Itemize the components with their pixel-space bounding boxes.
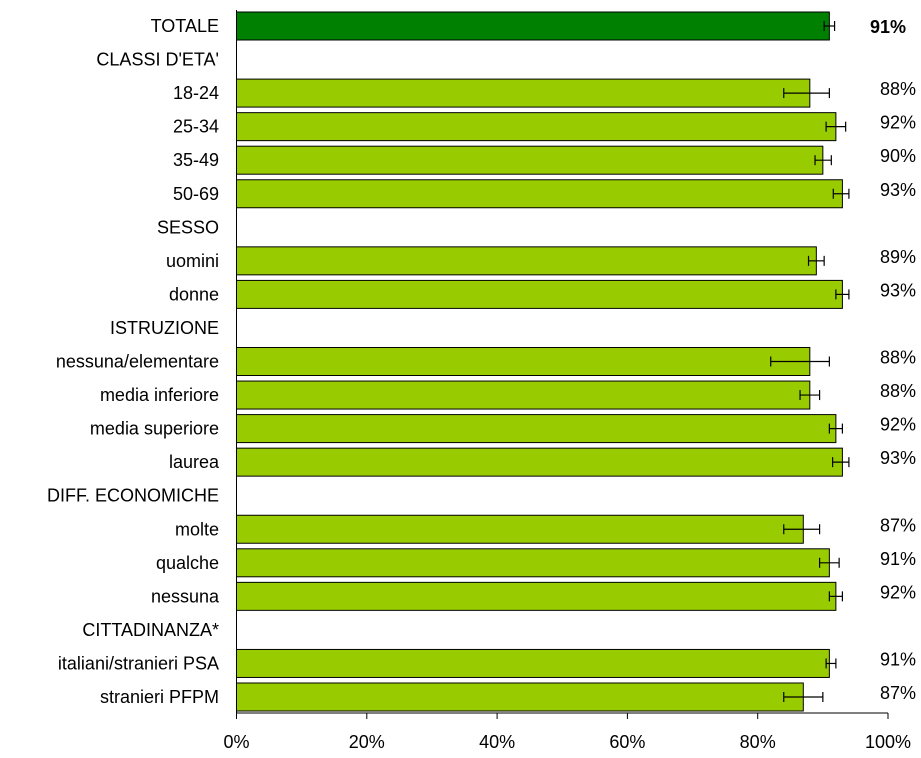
x-tick-label: 20%: [349, 732, 385, 752]
bar-35-49: [236, 145, 824, 175]
error-bar-italiani-stranieri-psa: [825, 658, 837, 669]
bar-qualche: [236, 548, 830, 578]
category-label-25-34: 25-34: [173, 117, 219, 137]
category-label-italiani-stranieri-psa: italiani/stranieri PSA: [58, 653, 219, 673]
bar-italiani-stranieri-psa: [236, 648, 830, 678]
bar-nessuna: [236, 581, 837, 611]
bar-molte: [236, 514, 804, 544]
bar-uomini: [236, 246, 817, 276]
value-label-donne: 93%: [880, 280, 916, 300]
category-label-nessuna: nessuna: [151, 586, 220, 606]
chart-rows: TOTALE 91% CLASSI D'ETA' 18-24 88% 25-34 92% 35…: [47, 11, 916, 712]
category-label-uomini: uomini: [166, 251, 219, 271]
value-label-totale: 91%: [870, 17, 906, 37]
x-axis: 0% 20% 40% 60% 80% 100%: [223, 10, 911, 752]
error-bar-laurea: [832, 457, 850, 468]
group-header-diff-economiche: DIFF. ECONOMICHE: [47, 486, 219, 506]
bar-18-24: [236, 78, 811, 108]
group-header-istruzione: ISTRUZIONE: [110, 318, 219, 338]
value-label-qualche: 91%: [880, 549, 916, 569]
value-label-50-69: 93%: [880, 180, 916, 200]
category-label-molte: molte: [175, 519, 219, 539]
group-header-sesso: SESSO: [157, 217, 219, 237]
bar-totale: [236, 11, 830, 41]
error-bar-media-superiore: [828, 423, 843, 434]
error-bar-donne: [835, 289, 850, 300]
bar-nessuna-elementare: [236, 347, 811, 376]
category-label-stranieri-pfpm: stranieri PFPM: [100, 687, 219, 707]
category-label-media-superiore: media superiore: [90, 419, 219, 439]
bar-stranieri-pfpm: [236, 682, 804, 712]
error-bar-totale: [823, 21, 836, 31]
value-label-25-34: 92%: [880, 113, 916, 133]
value-label-35-49: 90%: [880, 146, 916, 166]
category-label-qualche: qualche: [156, 553, 219, 573]
error-bar-qualche: [818, 557, 840, 568]
value-label-18-24: 88%: [880, 79, 916, 99]
value-label-molte: 87%: [880, 515, 916, 535]
error-bar-25-34: [825, 121, 847, 132]
category-label-18-24: 18-24: [173, 83, 219, 103]
category-label-donne: donne: [169, 284, 219, 304]
bar-laurea: [236, 447, 843, 477]
group-header-cittadinanza: CITTADINANZA*: [82, 620, 219, 640]
x-tick-label: 40%: [479, 732, 515, 752]
error-bar-nessuna-elementare: [770, 356, 830, 367]
bar-donne: [236, 279, 843, 309]
category-label-35-49: 35-49: [173, 150, 219, 170]
category-label-totale: TOTALE: [151, 16, 219, 36]
value-label-media-inferiore: 88%: [880, 381, 916, 401]
bar-50-69: [236, 179, 843, 209]
bar-media-superiore: [236, 414, 837, 444]
bar-25-34: [236, 112, 837, 142]
category-label-media-inferiore: media inferiore: [100, 385, 219, 405]
value-label-italiani-stranieri-psa: 91%: [880, 649, 916, 669]
error-bar-50-69: [832, 188, 850, 199]
value-label-stranieri-pfpm: 87%: [880, 683, 916, 703]
error-bar-uomini: [807, 255, 825, 266]
x-tick-label: 60%: [609, 732, 645, 752]
x-tick-label: 100%: [865, 732, 911, 752]
category-label-laurea: laurea: [169, 452, 220, 472]
error-bar-stranieri-pfpm: [783, 692, 824, 702]
value-label-nessuna-elementare: 88%: [880, 348, 916, 368]
error-bar-media-inferiore: [799, 390, 821, 401]
value-label-nessuna: 92%: [880, 582, 916, 602]
category-label-50-69: 50-69: [173, 184, 219, 204]
value-label-media-superiore: 92%: [880, 415, 916, 435]
error-bar-molte: [783, 524, 821, 535]
error-bar-18-24: [783, 88, 830, 99]
category-label-nessuna-elementare: nessuna/elementare: [56, 352, 219, 372]
error-bar-nessuna: [828, 591, 843, 602]
x-tick-label: 0%: [223, 732, 249, 752]
bar-media-inferiore: [236, 380, 811, 410]
x-tick-label: 80%: [740, 732, 776, 752]
value-label-uomini: 89%: [880, 247, 916, 267]
value-label-laurea: 93%: [880, 448, 916, 468]
error-bar-35-49: [814, 155, 832, 166]
group-header-classi-d-eta: CLASSI D'ETA': [96, 50, 219, 70]
